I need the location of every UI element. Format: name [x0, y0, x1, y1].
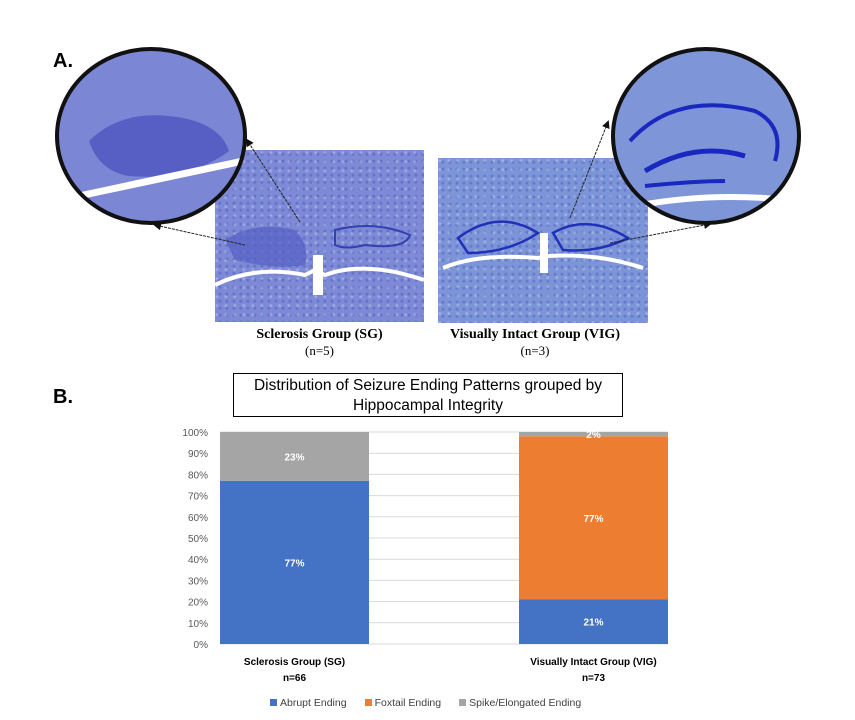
legend-item: Abrupt Ending [270, 697, 347, 709]
y-tick-label: 30% [188, 576, 208, 587]
panel-b-label: B. [53, 386, 73, 408]
legend-label: Spike/Elongated Ending [469, 697, 582, 709]
legend-swatch-icon [364, 699, 372, 706]
y-tick-label: 10% [188, 619, 208, 630]
caption-title: Visually Intact Group (VIG) [450, 327, 620, 342]
legend-swatch-icon [459, 699, 467, 706]
legend-item: Foxtail Ending [364, 697, 442, 709]
caption-n: (n=3) [520, 343, 550, 358]
legend-label: Foxtail Ending [374, 697, 442, 709]
x-category-label: Sclerosis Group (SG) [244, 657, 345, 668]
intact-image-caption: Visually Intact Group (VIG) (n=3) [430, 327, 640, 359]
x-category-n: n=73 [582, 673, 606, 684]
bar-segment-foxtail-ending [519, 436, 668, 600]
bar-segment-spike-elongated-ending [220, 432, 369, 481]
chart-title-line-1: Distribution of Seizure Ending Patterns … [253, 377, 603, 394]
intact-magnified-circle [611, 47, 801, 225]
data-label: 23% [284, 452, 304, 463]
data-label: 21% [583, 618, 603, 629]
intact-brain-section-image [438, 158, 648, 323]
chart-title: Distribution of Seizure Ending Patterns … [233, 373, 623, 417]
sclerosis-image-caption: Sclerosis Group (SG) (n=5) [215, 327, 424, 359]
y-tick-label: 40% [188, 555, 208, 566]
y-tick-label: 70% [188, 492, 208, 503]
bar-segment-spike-elongated-ending [519, 432, 668, 437]
caption-title: Sclerosis Group (SG) [256, 327, 383, 342]
panel-a-label: A. [53, 50, 73, 72]
legend-swatch-icon [270, 699, 277, 706]
legend-label: Abrupt Ending [280, 697, 347, 709]
caption-n: (n=5) [305, 343, 334, 358]
data-label: 77% [583, 514, 603, 525]
data-label: 2% [586, 430, 601, 441]
chart-title-line-2: Hippocampal Integrity [353, 397, 503, 414]
chart-legend: Abrupt Ending Foxtail Ending Spike/Elongat… [270, 697, 581, 709]
data-label: 77% [284, 558, 304, 569]
y-tick-label: 50% [188, 534, 208, 545]
y-tick-label: 0% [194, 640, 209, 651]
y-tick-label: 90% [188, 449, 208, 460]
x-category-n: n=66 [283, 673, 307, 684]
y-tick-label: 60% [188, 513, 208, 524]
y-tick-label: 100% [182, 428, 208, 439]
sclerosis-magnified-circle [55, 47, 247, 225]
sclerosis-brain-section-image [215, 150, 424, 322]
legend-item: Spike/Elongated Ending [459, 697, 581, 709]
y-tick-label: 80% [188, 470, 208, 481]
bar-segment-abrupt-ending [519, 599, 668, 644]
bar-segment-abrupt-ending [220, 480, 369, 644]
x-category-label: Visually Intact Group (VIG) [530, 657, 657, 668]
y-tick-label: 20% [188, 598, 208, 609]
